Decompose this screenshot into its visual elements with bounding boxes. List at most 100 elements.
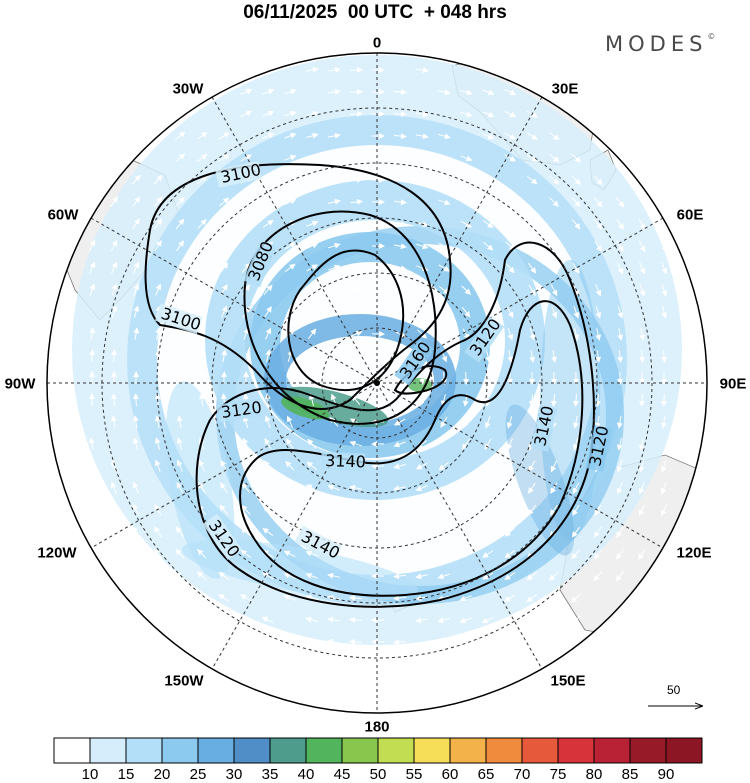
colorbar-swatch [306,738,342,763]
wind-arrow [176,594,185,602]
wind-arrow [328,685,340,687]
lon-label-120w: 120W [37,545,76,562]
wind-arrow [69,328,71,340]
wind-arrow [69,306,72,318]
colorbar-swatch [486,738,522,763]
lon-label-150w: 150W [164,673,203,690]
wind-arrow [306,685,318,688]
wind-arrow [284,684,296,687]
lon-label-150e: 150E [550,673,585,690]
wind-arrow [133,549,140,559]
colorbar-swatch [522,738,558,763]
wind-arrow [549,616,559,623]
pole-marker [374,380,380,386]
lon-label-180: 180 [364,719,389,736]
wind-arrow [460,662,471,666]
colorbar-swatch [666,738,702,763]
wind-arrow [505,661,516,666]
wind-arrow [466,372,467,384]
lon-label-90w: 90W [5,376,36,393]
wind-arrow [262,662,273,666]
wind-arrow [69,350,70,362]
wind-arrow [241,639,252,644]
colorbar-tick-label: 85 [622,766,639,783]
wind-arrow [685,438,687,450]
lon-label-120e: 120E [676,545,711,562]
wind-arrow [549,594,558,602]
wind-arrow [197,616,207,623]
wind-arrow [482,640,493,645]
lon-label-60e: 60E [677,207,704,224]
colorbar-swatch [90,738,126,763]
wind-arrow [438,685,450,688]
colorbar-tick-label: 60 [442,766,459,783]
wind-arrow [505,639,516,644]
wind-arrow [90,460,93,472]
lon-label-90e: 90E [720,376,747,393]
wind-arrow [664,394,665,406]
colorbar-tick-label: 65 [478,766,495,783]
colorbar-tick-label: 80 [586,766,603,783]
colorbar-swatch [594,738,630,763]
wind-arrow [416,663,428,665]
colorbar [54,738,702,763]
wind-arrow [482,662,493,666]
contour-label-3140-center: 3140 [325,451,366,471]
colorbar-tick-label: 20 [154,766,171,783]
wind-arrow [68,460,71,472]
colorbar-tick-label: 30 [226,766,243,783]
colorbar-tick-label: 10 [82,766,99,783]
colorbar-swatch [342,738,378,763]
colorbar-swatch [558,738,594,763]
colorbar-swatch [54,738,90,763]
colorbar-tick-label: 35 [262,766,279,783]
wind-arrow [197,594,206,602]
wind-arrow [262,640,273,645]
wind-arrow [527,617,537,624]
colorbar-swatch [450,738,486,763]
wind-arrow [306,663,318,666]
lon-label-0: 0 [373,35,381,52]
colorbar-tick-label: 75 [550,766,567,783]
wind-arrow [416,685,428,687]
lon-label-60w: 60W [48,207,79,224]
lon-label-30w: 30W [173,81,204,98]
wind-arrow [219,639,229,645]
wind-arrow [284,662,295,666]
wind-arrow [90,482,94,493]
wind-arrow [685,306,688,318]
colorbar-swatch [126,738,162,763]
colorbar-tick-label: 55 [406,766,423,783]
colorbar-tick-label: 90 [658,766,675,783]
wind-arrow [69,438,71,450]
wind-arrow [549,639,559,646]
wind-arrow [241,661,252,666]
colorbar-tick-label: 70 [514,766,531,783]
colorbar-swatch [234,738,270,763]
wind-arrow [90,505,95,516]
wind-arrow [111,505,116,516]
colorbar-tick-label: 50 [370,766,387,783]
wind-arrow [350,664,362,665]
colorbar-swatch [162,738,198,763]
colorbar-swatch [630,738,666,763]
wind-arrow [438,640,450,643]
wind-arrow [92,394,93,406]
colorbar-swatch [198,738,234,763]
colorbar-tick-label: 45 [334,766,351,783]
wind-arrow [685,416,687,428]
wind-arrow [685,328,687,340]
wind-arrow [154,571,162,580]
wind-arrow [394,686,406,687]
wind-arrow [219,617,229,624]
lon-label-30e: 30E [552,81,579,98]
wind-arrow [686,394,687,406]
colorbar-tick-label: 15 [118,766,135,783]
wind-arrow [290,372,291,384]
colorbar-tick-label: 25 [190,766,207,783]
colorbar-swatch [378,738,414,763]
colorbar-swatch [414,738,450,763]
wind-arrow [394,664,406,665]
wind-arrow [69,416,71,428]
